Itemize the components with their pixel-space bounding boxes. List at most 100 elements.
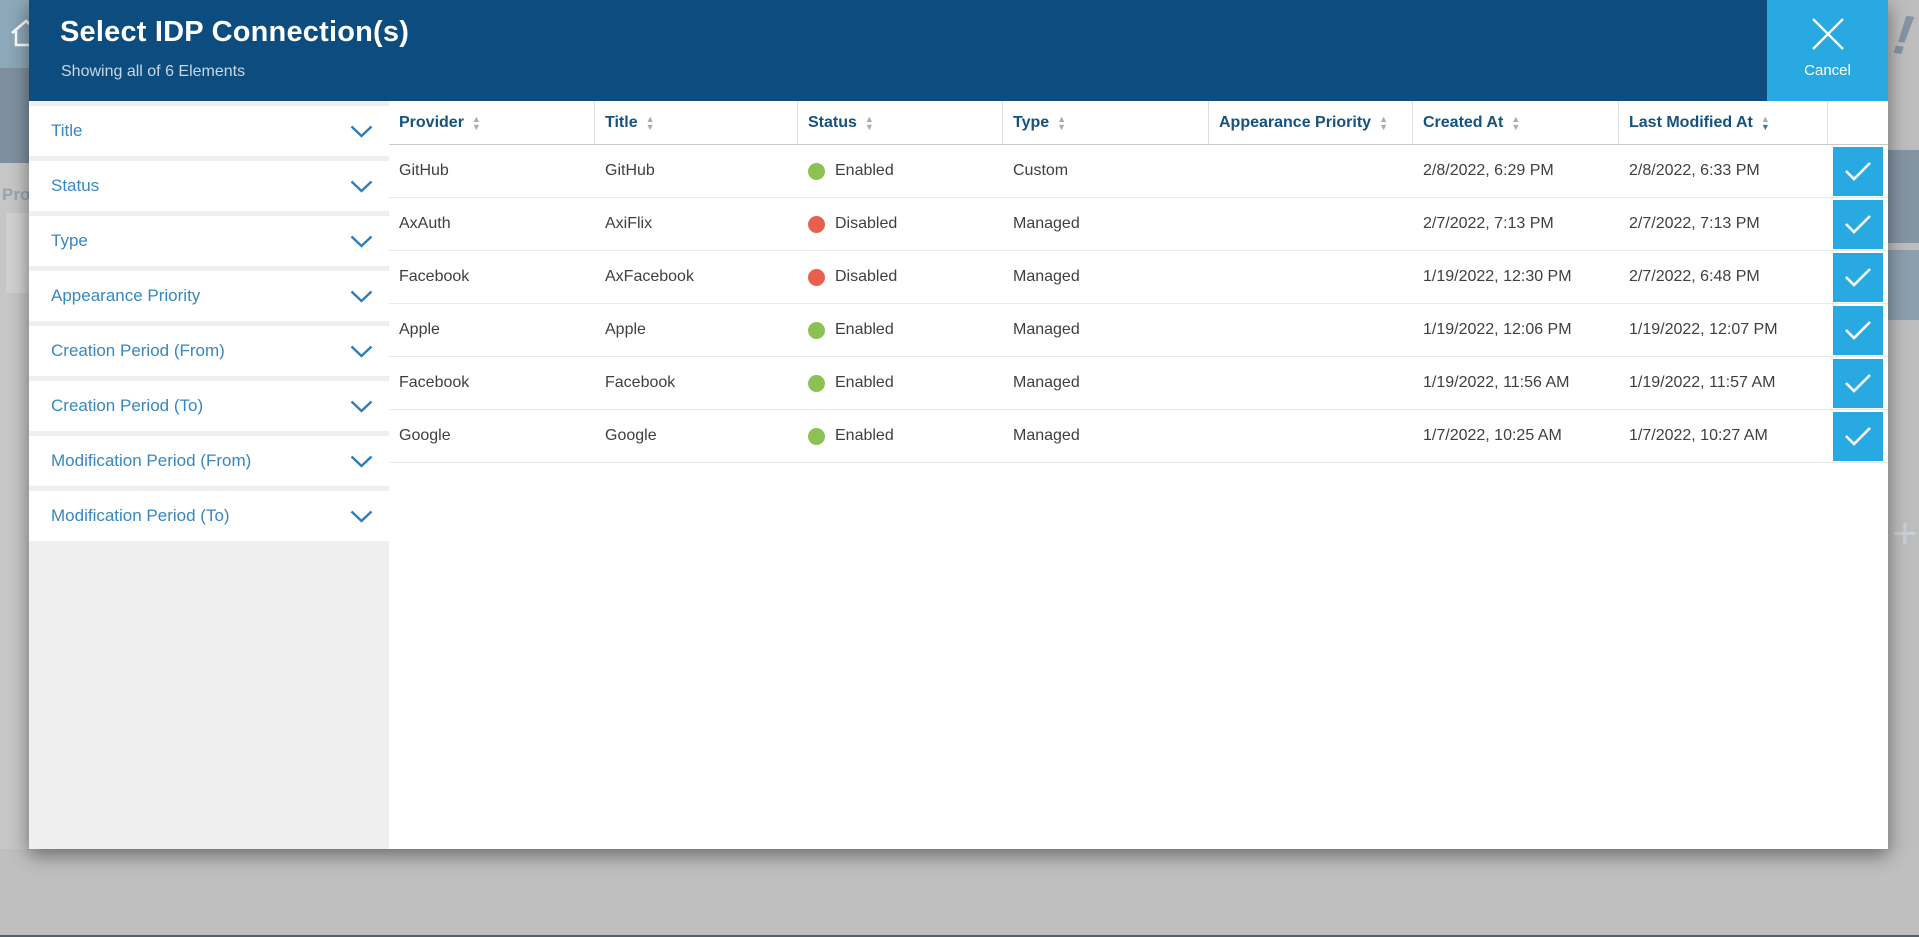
background-subheader-band: [0, 68, 29, 163]
chevron-down-icon: [350, 290, 373, 303]
filter-label: Status: [51, 176, 100, 195]
status-label: Disabled: [835, 268, 898, 285]
check-icon: [1845, 321, 1871, 340]
table-row: Facebook Facebook Enabled Managed 1/19/2…: [389, 357, 1888, 410]
row-select-button[interactable]: [1833, 411, 1883, 461]
status-dot: [808, 321, 825, 339]
connections-table: Provider ▲ ▼ Title ▲ ▼ Status ▲ ▼ Type ▲ ▼ A…: [389, 101, 1888, 849]
column-header-label: Appearance Priority: [1219, 113, 1372, 131]
column-header[interactable]: Appearance Priority ▲ ▼: [1209, 101, 1413, 144]
filter-accordion-item[interactable]: Title: [29, 106, 389, 156]
cell-type: Managed: [1013, 215, 1080, 232]
check-icon: [1845, 427, 1871, 446]
chevron-down-icon: [350, 125, 373, 138]
filter-label: Creation Period (To): [51, 396, 204, 415]
status-label: Enabled: [835, 427, 894, 444]
cell-created-at: 1/19/2022, 12:30 PM: [1423, 268, 1572, 285]
sort-icon: ▲ ▼: [645, 113, 655, 132]
row-select-button[interactable]: [1833, 146, 1883, 196]
filter-accordion-item[interactable]: Status: [29, 161, 389, 211]
filter-accordion-item[interactable]: Appearance Priority: [29, 271, 389, 321]
cell-type: Managed: [1013, 374, 1080, 391]
cell-created-at: 2/8/2022, 6:29 PM: [1423, 162, 1554, 179]
background-partial-label: Pro: [2, 185, 29, 204]
cell-title: AxiFlix: [605, 215, 653, 232]
filter-accordion-item[interactable]: Creation Period (To): [29, 381, 389, 431]
background-panel-fragment: [6, 213, 29, 293]
row-select-button[interactable]: [1833, 358, 1883, 408]
background-header-band: [0, 0, 29, 68]
cell-status: Disabled: [798, 215, 1003, 233]
filter-label: Creation Period (From): [51, 341, 225, 360]
column-header[interactable]: Last Modified At ▲ ▼: [1619, 101, 1828, 144]
cell-select: [1828, 358, 1888, 408]
cell-provider: Google: [399, 427, 451, 444]
row-select-button[interactable]: [1833, 305, 1883, 355]
cell-status: Enabled: [798, 162, 1003, 180]
cell-provider: AxAuth: [399, 215, 451, 232]
column-header[interactable]: Title ▲ ▼: [595, 101, 798, 144]
background-bottom-area: [0, 849, 1919, 937]
filter-accordion-item[interactable]: Modification Period (To): [29, 491, 389, 541]
cell-title: GitHub: [605, 162, 655, 179]
table-row: GitHub GitHub Enabled Custom 2/8/2022, 6…: [389, 145, 1888, 198]
dialog-header: Select IDP Connection(s) Showing all of …: [29, 0, 1888, 101]
table-row: Google Google Enabled Managed 1/7/2022, …: [389, 410, 1888, 463]
table-header-row: Provider ▲ ▼ Title ▲ ▼ Status ▲ ▼ Type ▲ ▼ A…: [389, 101, 1888, 145]
home-icon: [9, 18, 29, 53]
row-select-button[interactable]: [1833, 252, 1883, 302]
table-row: Facebook AxFacebook Disabled Managed 1/1…: [389, 251, 1888, 304]
cell-type: Managed: [1013, 427, 1080, 444]
exclamation-glyph: !: [1889, 2, 1917, 67]
column-header: [1828, 101, 1888, 144]
background-right-strip: ! +: [1888, 0, 1919, 849]
sort-icon: ▲ ▼: [1057, 113, 1067, 132]
column-header-label: Last Modified At: [1629, 113, 1753, 131]
chevron-down-icon: [350, 235, 373, 248]
cell-select: [1828, 199, 1888, 249]
cancel-button-label: Cancel: [1804, 62, 1851, 79]
cell-title: AxFacebook: [605, 268, 694, 285]
chevron-down-icon: [350, 180, 373, 193]
cell-type: Managed: [1013, 268, 1080, 285]
cell-status: Enabled: [798, 427, 1003, 445]
column-header[interactable]: Status ▲ ▼: [798, 101, 1003, 144]
cell-last-modified-at: 1/7/2022, 10:27 AM: [1629, 427, 1768, 444]
plus-icon: +: [1892, 509, 1918, 558]
sort-icon: ▲ ▼: [864, 113, 874, 132]
cell-select: [1828, 411, 1888, 461]
check-icon: [1845, 162, 1871, 181]
dialog-result-count: Showing all of 6 Elements: [61, 63, 246, 80]
column-header[interactable]: Created At ▲ ▼: [1413, 101, 1619, 144]
cell-provider: Apple: [399, 321, 440, 338]
status-label: Disabled: [835, 215, 898, 232]
chevron-down-icon: [350, 455, 373, 468]
filter-accordion-item[interactable]: Type: [29, 216, 389, 266]
status-dot: [808, 215, 825, 233]
cell-select: [1828, 146, 1888, 196]
table-row: Apple Apple Enabled Managed 1/19/2022, 1…: [389, 304, 1888, 357]
cell-last-modified-at: 2/8/2022, 6:33 PM: [1629, 162, 1760, 179]
cell-select: [1828, 305, 1888, 355]
filter-accordion-item[interactable]: Creation Period (From): [29, 326, 389, 376]
cell-title: Facebook: [605, 374, 676, 391]
dialog-body: Title Status Type Appearance Priority Cr…: [29, 101, 1888, 849]
cell-last-modified-at: 1/19/2022, 12:07 PM: [1629, 321, 1778, 338]
sort-icon: ▲ ▼: [1511, 113, 1521, 132]
cell-created-at: 1/19/2022, 11:56 AM: [1423, 374, 1570, 391]
close-icon: [1811, 18, 1844, 50]
cell-provider: Facebook: [399, 268, 470, 285]
status-dot: [808, 162, 825, 180]
cancel-button[interactable]: Cancel: [1767, 0, 1888, 101]
column-header[interactable]: Type ▲ ▼: [1003, 101, 1209, 144]
column-header[interactable]: Provider ▲ ▼: [389, 101, 595, 144]
filter-sidebar: Title Status Type Appearance Priority Cr…: [29, 101, 389, 849]
cell-created-at: 1/7/2022, 10:25 AM: [1423, 427, 1562, 444]
filter-accordion-item[interactable]: Modification Period (From): [29, 436, 389, 486]
cell-type: Managed: [1013, 321, 1080, 338]
column-header-label: Provider: [399, 113, 464, 131]
row-select-button[interactable]: [1833, 199, 1883, 249]
check-icon: [1845, 215, 1871, 234]
sort-icon: ▲ ▼: [1379, 113, 1388, 132]
cell-provider: GitHub: [399, 162, 449, 179]
